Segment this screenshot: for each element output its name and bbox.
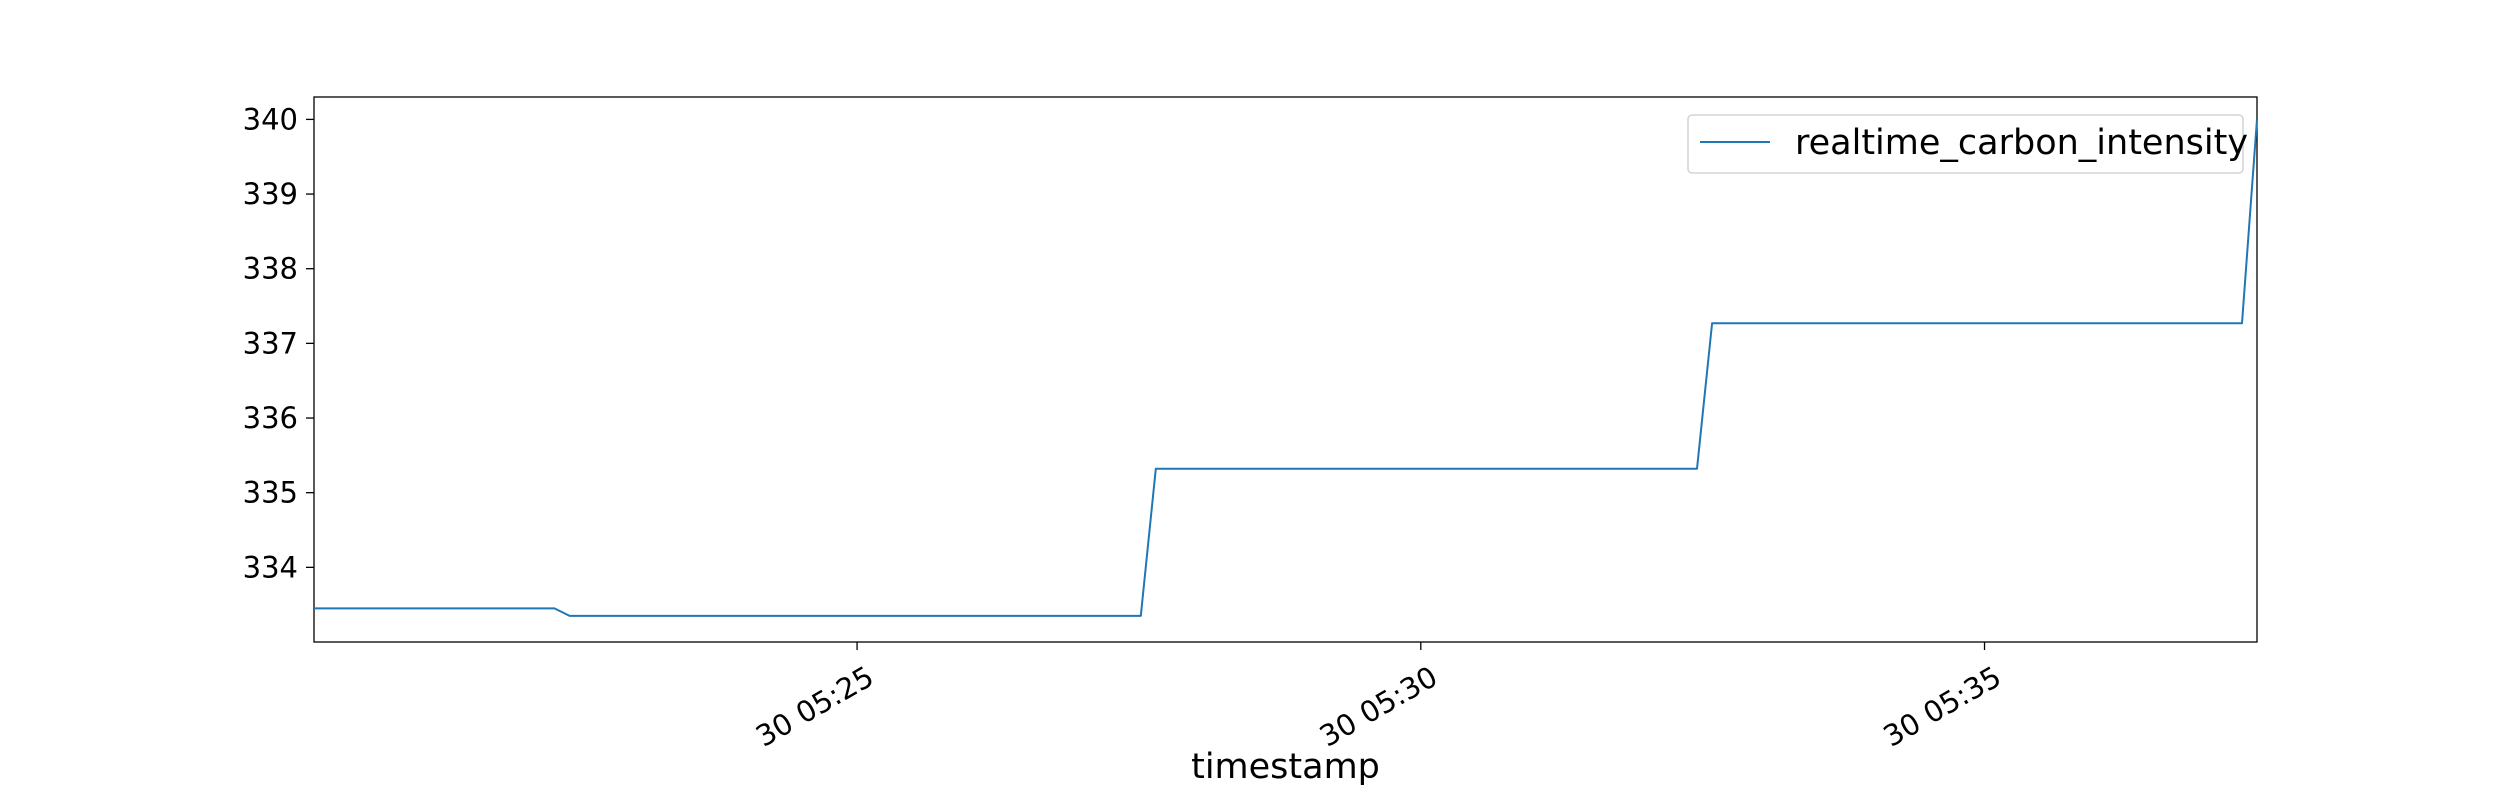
plot-frame bbox=[313, 96, 2258, 643]
y-tick-label: 336 bbox=[243, 401, 298, 435]
x-axis-title: timestamp bbox=[1191, 747, 1380, 787]
y-tick-label: 334 bbox=[243, 550, 298, 584]
x-axis: 30 05:25 30 05:30 30 05:35 bbox=[750, 642, 2007, 754]
x-tick-label: 30 05:35 bbox=[1877, 659, 2006, 753]
series-layer bbox=[314, 119, 2258, 617]
y-tick-label: 337 bbox=[243, 326, 298, 360]
x-tick-label: 30 05:30 bbox=[1314, 659, 1443, 753]
y-tick-label: 339 bbox=[243, 177, 298, 211]
y-tick-label: 340 bbox=[243, 102, 298, 136]
legend: realtime_carbon_intensity bbox=[1687, 114, 2248, 174]
legend-box bbox=[1687, 114, 2244, 174]
series-line bbox=[314, 119, 2258, 617]
y-tick-label: 335 bbox=[243, 476, 298, 510]
legend-label: realtime_carbon_intensity bbox=[1795, 123, 2248, 163]
x-tick-label: 30 05:25 bbox=[750, 659, 879, 753]
y-tick-label: 338 bbox=[243, 252, 298, 286]
y-axis: 334 335 336 337 338 339 340 bbox=[243, 102, 314, 584]
